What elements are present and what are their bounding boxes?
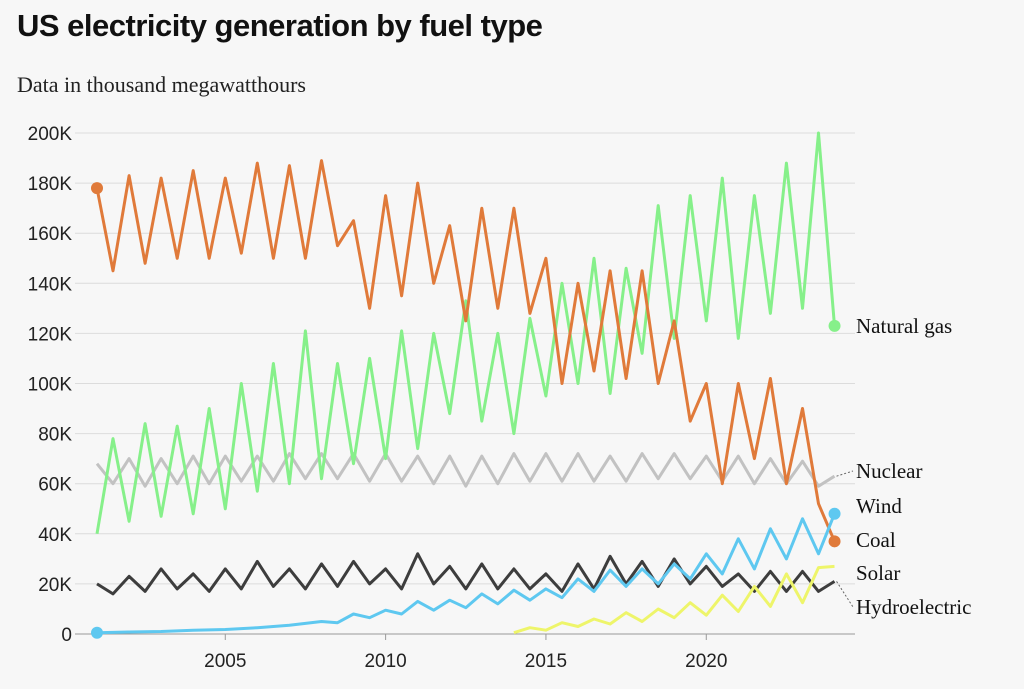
series-lines: [91, 131, 841, 639]
y-tick-label: 40K: [38, 525, 72, 546]
y-tick-label: 80K: [38, 425, 72, 446]
series-start-point: [91, 626, 103, 639]
x-tick-label: 2010: [364, 651, 406, 672]
series-start-point: [91, 182, 103, 195]
series-label: Solar: [856, 561, 900, 585]
y-axis: 0 20K 40K 60K 80K 100K 120K 140K 160K 180K 200K: [28, 124, 73, 646]
series-line: [95, 131, 836, 535]
y-tick-label: 120K: [28, 324, 73, 345]
series-line: [96, 552, 836, 596]
chart-title: US electricity generation by fuel type: [17, 8, 543, 43]
x-tick-label: 2015: [525, 651, 567, 672]
series-label: Coal: [856, 528, 896, 552]
y-tick-label: 20K: [38, 575, 72, 596]
x-tick-label: 2005: [204, 651, 246, 672]
series-label: Hydroelectric: [856, 595, 971, 619]
series-end-point: [828, 535, 841, 548]
x-tick-label: 2020: [685, 651, 727, 672]
y-tick-label: 180K: [28, 174, 73, 195]
series-line: [96, 513, 836, 635]
x-axis: 2005 2010 2015 2020: [204, 634, 727, 672]
label-leader: [836, 581, 854, 608]
label-leader: [836, 470, 854, 477]
series-line: [95, 159, 836, 542]
y-tick-label: 100K: [28, 375, 73, 396]
y-tick-label: 0: [61, 625, 72, 646]
series-end-point: [828, 507, 841, 520]
chart-subtitle: Data in thousand megawatthours: [17, 72, 306, 97]
series-labels: Natural gas Nuclear Wind Coal Solar Hydroelec…: [836, 314, 971, 619]
series-line: [95, 452, 836, 488]
series-label: Nuclear: [856, 459, 922, 483]
series-end-point: [828, 319, 841, 332]
series-label: Natural gas: [856, 314, 952, 338]
y-tick-label: 160K: [28, 224, 73, 245]
y-tick-label: 140K: [28, 274, 73, 295]
y-tick-label: 60K: [38, 475, 72, 496]
y-tick-label: 200K: [28, 124, 73, 145]
series-line: [513, 564, 835, 635]
series-label: Wind: [856, 494, 902, 518]
